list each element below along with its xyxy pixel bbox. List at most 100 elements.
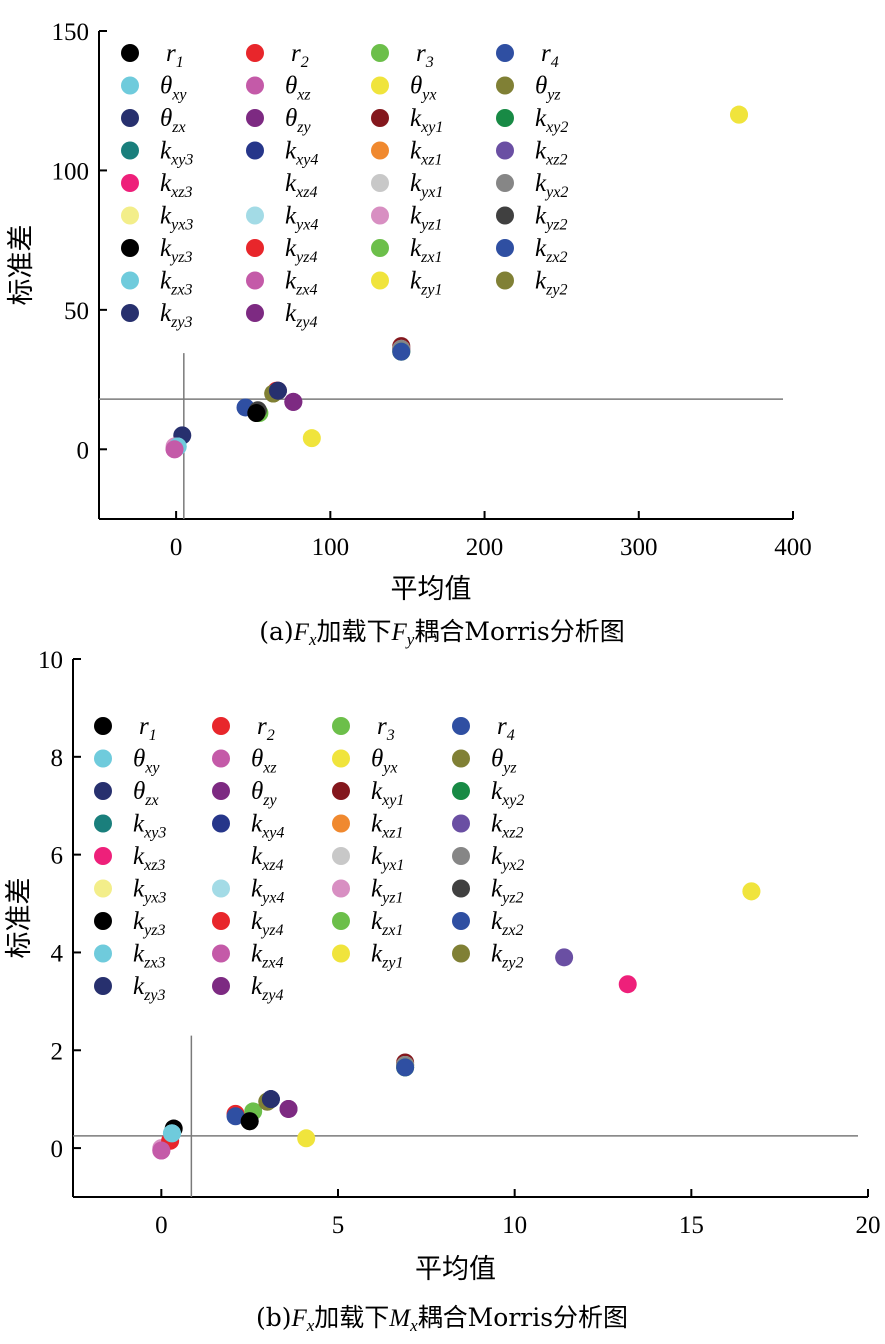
chart1-legend-marker-kyx4 xyxy=(246,206,264,225)
chart1-y-tick-label: 50 xyxy=(64,298,89,325)
chart1-x-tick-label: 0 xyxy=(170,534,183,561)
chart2-legend-marker-kxy1 xyxy=(332,782,350,800)
chart1-legend-label-θyx: θyx xyxy=(410,73,436,104)
chart1-legend-label-kzy2: kzy2 xyxy=(535,268,567,299)
chart2-point-r4 xyxy=(226,1107,245,1126)
chart2-point-kzx4 xyxy=(152,1141,171,1160)
chart2-legend-marker-kzx3 xyxy=(94,944,112,963)
chart2-group: 0 2 4 6 8 10 0 5 10 15 20 r1 r2 r3 r4 θxy θxz θyx θyz θzx θz… xyxy=(4,647,881,1335)
chart1-legend-label-kyx2: kyx2 xyxy=(535,170,568,201)
chart2-legend-label-kzx2: kzx2 xyxy=(491,908,523,939)
chart2-legend-marker-kzy1 xyxy=(332,944,350,963)
chart2-legend-marker-kzx2 xyxy=(452,912,470,930)
chart2-legend-marker-θzy xyxy=(212,782,230,800)
chart1-point-kzy3 xyxy=(268,381,287,400)
chart2-x-tick-label: 10 xyxy=(502,1212,527,1239)
chart2-legend-marker-kyx2 xyxy=(452,847,470,865)
chart1-caption: (a)Fx加载下Fy耦合Morris分析图 xyxy=(259,617,624,649)
chart2-legend-label-kxy2: kxy2 xyxy=(491,778,524,809)
chart1-legend-marker-kxy2 xyxy=(496,109,514,127)
chart2-caption: (b)Fx加载下Mx耦合Morris分析图 xyxy=(256,1303,628,1335)
chart2-legend-marker-θzx xyxy=(94,782,112,800)
chart2-legend-marker-kxy3 xyxy=(94,814,112,833)
chart2-legend-marker-kyz1 xyxy=(332,879,350,898)
chart1-legend-marker-kzx4 xyxy=(246,271,264,290)
chart2-legend-marker-kyz2 xyxy=(452,879,470,898)
chart2-legend-label-θyx: θyx xyxy=(371,746,397,777)
chart2-legend-label-θxz: θxz xyxy=(251,746,277,777)
chart2-legend-label-kyx3: kyx3 xyxy=(133,876,166,907)
chart1-legend-label-kxy4: kxy4 xyxy=(285,138,318,169)
chart2-legend-label-kyz3: kyz3 xyxy=(133,908,165,939)
chart2-point-kzy3 xyxy=(261,1090,280,1109)
chart1-point-θyx xyxy=(302,429,321,448)
chart1-legend-marker-kzy1 xyxy=(371,271,389,290)
chart2-y-tick-label: 0 xyxy=(51,1136,64,1163)
chart1-legend-label-kzy3: kzy3 xyxy=(160,300,192,331)
chart2-legend-marker-r1 xyxy=(94,717,112,735)
chart2-legend-marker-kyz4 xyxy=(212,912,230,930)
chart2-point-kzy1 xyxy=(742,882,761,901)
chart2-legend-marker-θyx xyxy=(332,749,350,768)
chart2-legend-label-kxz3: kxz3 xyxy=(133,843,165,874)
chart1-legend-label-r1: r1 xyxy=(166,40,184,71)
chart1-legend-label-r4: r4 xyxy=(541,40,559,71)
chart2-legend-label-kzx1: kzx1 xyxy=(371,908,403,939)
chart1-legend-marker-θxy xyxy=(121,76,139,95)
chart1-legend-marker-kxz2 xyxy=(496,141,514,160)
chart1-legend-label-kyx1: kyx1 xyxy=(410,170,443,201)
chart1-legend-label-kzy1: kzy1 xyxy=(410,268,442,299)
chart1-legend-marker-kzy4 xyxy=(246,304,264,322)
chart1-legend-marker-r4 xyxy=(496,44,514,62)
chart1-legend-label-kyx4: kyx4 xyxy=(285,203,318,234)
chart1-legend-label-kyz4: kyz4 xyxy=(285,235,317,266)
chart1-legend-marker-θyx xyxy=(371,76,389,95)
chart1-legend-label-r3: r3 xyxy=(416,40,434,71)
chart2-legend-label-kzy2: kzy2 xyxy=(491,941,523,972)
chart2-legend-label-θyz: θyz xyxy=(491,746,517,777)
chart1-legend-marker-kyz1 xyxy=(371,206,389,225)
chart1-legend-marker-kyx2 xyxy=(496,174,514,192)
chart1-legend-label-kxz1: kxz1 xyxy=(410,138,442,169)
chart1-y-tick-label: 0 xyxy=(77,437,90,464)
chart1-legend-marker-kyz4 xyxy=(246,239,264,257)
chart1-legend-label-kxz3: kxz3 xyxy=(160,170,192,201)
chart1-legend-label-kxy1: kxy1 xyxy=(410,105,443,136)
chart1-legend-label-kxz2: kxz2 xyxy=(535,138,567,169)
chart1-legend-label-θzx: θzx xyxy=(160,105,186,136)
chart1-legend-marker-θzx xyxy=(121,109,139,127)
chart1-legend-label-r2: r2 xyxy=(291,40,309,71)
chart2-y-tick-label: 4 xyxy=(51,940,64,967)
chart1-legend-marker-kyz3 xyxy=(121,239,139,257)
chart1-legend-marker-kxy3 xyxy=(121,141,139,160)
chart1-legend-label-kyz1: kyz1 xyxy=(410,203,442,234)
chart1-legend-label-kxy2: kxy2 xyxy=(535,105,568,136)
chart1-legend-label-kzx1: kzx1 xyxy=(410,235,442,266)
chart2-legend-marker-kxz2 xyxy=(452,814,470,833)
chart1-legend-marker-r3 xyxy=(371,44,389,62)
chart2-legend-marker-kyx4 xyxy=(212,879,230,898)
chart2-legend-marker-kzy3 xyxy=(94,977,112,995)
chart1-legend-marker-θxz xyxy=(246,76,264,95)
chart2-legend-marker-kyz3 xyxy=(94,912,112,930)
chart1-legend-marker-kyz2 xyxy=(496,206,514,225)
chart1-legend-label-kzx3: kzx3 xyxy=(160,268,192,299)
chart2-legend-label-r3: r3 xyxy=(377,713,395,744)
chart1-legend-label-kzy4: kzy4 xyxy=(285,300,317,331)
chart2-point-θyx xyxy=(297,1129,316,1148)
chart1-legend-label-kxz4: kxz4 xyxy=(285,170,317,201)
chart2-point-kzx3 xyxy=(162,1124,181,1143)
chart1-legend-label-kzx2: kzx2 xyxy=(535,235,567,266)
chart2-legend-marker-kyx3 xyxy=(94,879,112,898)
chart2-legend-marker-r3 xyxy=(332,717,350,735)
chart2-legend-label-kxz1: kxz1 xyxy=(371,811,403,842)
chart1-legend-marker-kxz3 xyxy=(121,174,139,192)
chart1-legend-label-kyz2: kyz2 xyxy=(535,203,567,234)
chart2-legend-label-kzy1: kzy1 xyxy=(371,941,403,972)
chart2-legend-label-kzy3: kzy3 xyxy=(133,973,165,1004)
chart2-point-kxz2 xyxy=(555,948,574,967)
chart2-point-kyz3 xyxy=(240,1112,259,1131)
chart1-legend-marker-kxy1 xyxy=(371,109,389,127)
chart1-legend-marker-kzy3 xyxy=(121,304,139,322)
chart2-legend-marker-r2 xyxy=(212,717,230,735)
